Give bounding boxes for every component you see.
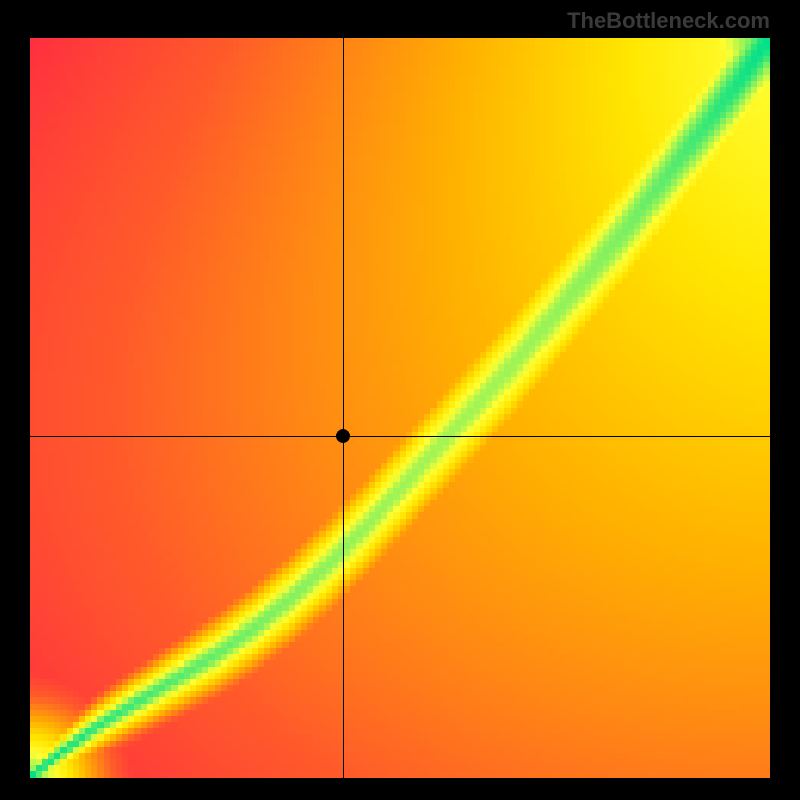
chart-container: TheBottleneck.com (0, 0, 800, 800)
bottleneck-heatmap (30, 38, 770, 778)
watermark-text: TheBottleneck.com (567, 8, 770, 34)
